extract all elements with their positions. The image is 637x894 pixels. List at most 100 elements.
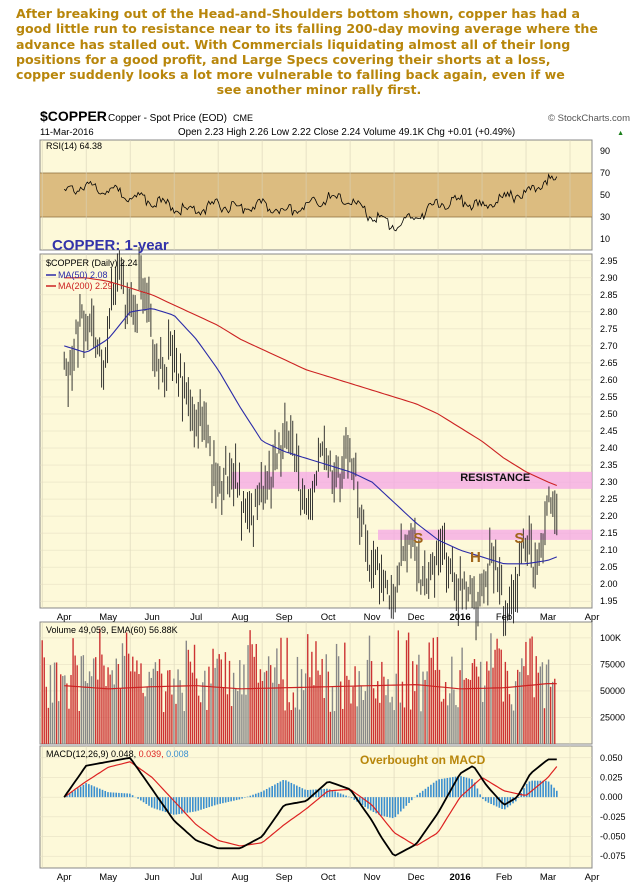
x-axis-labels: Apr May Jun Jul Aug Sep Oct Nov Dec 2016 Feb Mar Apr…	[57, 612, 600, 883]
volume-ema-line	[64, 683, 557, 690]
price-tick-label: 2.45	[600, 426, 618, 436]
ma200-line	[64, 277, 557, 487]
pattern-label: H	[470, 549, 481, 566]
x-axis-label: Jun	[144, 872, 159, 883]
rsi-tick-label: 10	[600, 234, 610, 244]
rsi-tick-label: 30	[600, 212, 610, 222]
macd-line	[63, 756, 557, 857]
price-annotations: RESISTANCE S H S	[413, 472, 530, 566]
annotation-line: positions for a good profit, and Large S…	[16, 51, 551, 67]
neckline-zone	[378, 529, 592, 540]
price-tick-label: 2.40	[600, 443, 618, 453]
macd-title-value: 0.048,	[111, 749, 136, 759]
price-tick-label: 2.95	[600, 256, 618, 266]
price-tick-label: 2.05	[600, 562, 618, 572]
volume-tick-label: 25000	[600, 712, 625, 722]
change-arrow-icon: ▲	[617, 130, 624, 137]
x-axis-label: Aug	[232, 612, 249, 623]
macd-panel	[39, 745, 593, 869]
pattern-label: S	[514, 530, 524, 547]
chart-ohlc: Open 2.23 High 2.26 Low 2.22 Close 2.24 …	[178, 127, 515, 138]
annotation-line: good little run to resistance near to it…	[16, 21, 598, 37]
macd-tick-label: -0.025	[600, 812, 626, 822]
price-tick-label: 2.70	[600, 341, 618, 351]
x-axis-label: 2016	[449, 612, 470, 623]
x-axis-label: Oct	[321, 872, 336, 883]
x-axis-label: May	[99, 612, 117, 623]
price-tick-label: 2.60	[600, 375, 618, 385]
rsi-title: RSI(14) 64.38	[46, 141, 102, 151]
ma50-legend: MA(50) 2.08	[58, 270, 108, 280]
price-tick-label: 2.15	[600, 528, 618, 538]
macd-tick-label: 0.050	[600, 753, 623, 763]
x-axis-label: Dec	[408, 872, 425, 883]
price-tick-label: 2.00	[600, 579, 618, 589]
chart-description: Copper - Spot Price (EOD)	[108, 113, 227, 124]
x-axis-label: Sep	[276, 872, 293, 883]
price-bars	[63, 247, 558, 641]
chart-date: 11-Mar-2016	[40, 127, 94, 138]
chart-source: © StockCharts.com	[548, 113, 630, 124]
price-tick-label: 2.80	[600, 307, 618, 317]
chart-exchange: CME	[233, 113, 253, 123]
x-axis-label: Nov	[364, 872, 381, 883]
ma50-line	[64, 308, 557, 565]
annotation-line: see another minor rally first.	[216, 82, 422, 98]
price-tick-label: 1.95	[600, 596, 618, 606]
annotation-line: After breaking out of the Head-and-Shoul…	[16, 6, 581, 21]
chart-symbol: $COPPER	[40, 108, 107, 124]
macd-tick-label: 0.000	[600, 792, 623, 802]
volume-tick-label: 100K	[600, 633, 621, 643]
resistance-label: RESISTANCE	[460, 472, 530, 484]
macd-tick-label: -0.050	[600, 832, 626, 842]
x-axis-label: Apr	[57, 612, 72, 623]
ma200-legend: MA(200) 2.29	[58, 281, 113, 291]
price-tick-label: 2.10	[600, 545, 618, 555]
macd-title-hist: 0.008	[166, 749, 189, 759]
price-tick-label: 2.20	[600, 511, 618, 521]
macd-title: MACD(12,26,9) 0.048, 0.039, 0.008	[46, 749, 189, 759]
price-tick-label: 2.55	[600, 392, 618, 402]
volume-tick-label: 75000	[600, 659, 625, 669]
x-axis-label: Nov	[364, 612, 381, 623]
annotation-line: copper suddenly looks a lot more vulnera…	[16, 67, 565, 83]
price-tick-label: 2.65	[600, 358, 618, 368]
price-legend-main: $COPPER (Daily) 2.24	[46, 258, 138, 268]
pattern-label: S	[413, 530, 423, 547]
series-lines	[63, 173, 558, 857]
x-axis-label: Oct	[321, 612, 336, 623]
x-axis-label: 2016	[449, 872, 470, 883]
price-tick-label: 2.35	[600, 460, 618, 470]
annotation-text: After breaking out of the Head-and-Shoul…	[16, 6, 622, 98]
macd-signal-line	[63, 761, 558, 847]
volume-title: Volume 49,059, EMA(60) 56.88K	[46, 625, 178, 635]
price-tick-label: 2.75	[600, 324, 618, 334]
x-axis-label: Feb	[496, 612, 512, 623]
resistance-zone	[232, 471, 592, 489]
x-axis-label: Apr	[585, 872, 600, 883]
macd-tick-label: 0.025	[600, 772, 623, 782]
price-tick-label: 2.90	[600, 273, 618, 283]
x-axis-label: Jul	[190, 612, 202, 623]
x-axis-label: Mar	[540, 872, 556, 883]
macd-tick-label: -0.075	[600, 851, 626, 861]
price-tick-label: 2.30	[600, 477, 618, 487]
x-axis-label: Dec	[408, 612, 425, 623]
macd-annotation: Overbought on MACD	[360, 753, 486, 767]
price-tick-label: 2.25	[600, 494, 618, 504]
y-axis-ticks: 10 30 50 70 90 1.95 2.00 2.05 2.10 2.15 2.20 2.25 2.…	[600, 146, 626, 861]
macd-title-main: MACD(12,26,9)	[46, 749, 109, 759]
x-axis-label: Apr	[585, 612, 600, 623]
price-zones	[232, 471, 592, 540]
copper-label: COPPER: 1-year	[52, 237, 169, 254]
x-axis-label: May	[99, 872, 117, 883]
volume-tick-label: 50000	[600, 686, 625, 696]
x-axis-label: Apr	[57, 872, 72, 883]
price-tick-label: 2.50	[600, 409, 618, 419]
rsi-tick-label: 70	[600, 168, 610, 178]
macd-histogram	[66, 776, 558, 819]
x-axis-label: Jul	[190, 872, 202, 883]
x-axis-label: Mar	[540, 612, 556, 623]
x-axis-label: Sep	[276, 612, 293, 623]
